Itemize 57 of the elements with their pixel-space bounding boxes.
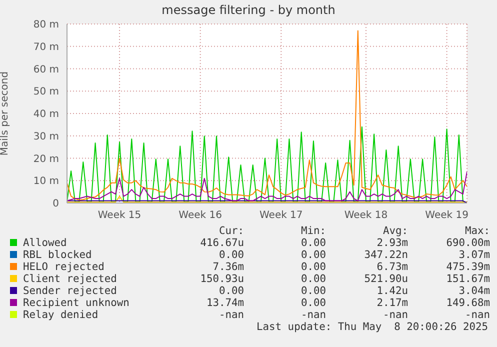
text: Avg: — [382, 225, 408, 237]
text: 475.39m — [445, 261, 490, 273]
x-tick-label: Week 16 — [178, 210, 222, 222]
y-tick-label: 80 m — [33, 20, 59, 31]
text: 6.73m — [376, 261, 408, 273]
x-tick-label: Week 17 — [259, 210, 303, 222]
line-series — [67, 30, 467, 201]
text: -nan — [300, 309, 326, 321]
text: 3.04m — [458, 285, 490, 297]
text: 3.07m — [458, 249, 490, 261]
text: -nan — [218, 309, 244, 321]
chart-title: message filtering - by month — [160, 3, 336, 17]
text: 151.67m — [445, 273, 490, 285]
text: 690.00m — [445, 237, 490, 249]
legend-label: Sender rejected — [22, 285, 118, 297]
text: 347.22n — [363, 249, 408, 261]
y-tick-label: 0 — [52, 198, 59, 210]
legend-label: Client rejected — [22, 273, 118, 285]
y-tick-label: 50 m — [33, 86, 59, 98]
legend-label: Relay denied — [22, 309, 100, 321]
y-tick-label: 40 m — [33, 109, 59, 120]
text: 1.42u — [376, 285, 408, 297]
x-tick-label: Week 15 — [98, 210, 142, 222]
text: -nan — [464, 309, 490, 321]
text: 0.00 — [218, 249, 244, 261]
text: 0.00 — [300, 237, 326, 249]
y-tick-label: 20 m — [33, 154, 59, 165]
y-tick-label: 10 m — [33, 176, 59, 188]
text: 2.17m — [376, 297, 408, 309]
text: 0.00 — [300, 285, 326, 297]
text: Max: — [464, 225, 490, 237]
legend-label: Allowed — [22, 237, 68, 249]
text: Min: — [300, 225, 326, 237]
text: 150.93u — [199, 273, 244, 285]
text: 0.00 — [300, 297, 326, 309]
x-tick-label: Week 19 — [425, 210, 468, 222]
text: 521.90u — [363, 273, 408, 285]
text: 0.00 — [300, 273, 326, 285]
text: 0.00 — [300, 249, 326, 261]
text: Last update: Thu May 8 20:00:26 2025 — [256, 321, 488, 333]
text: -nan — [382, 309, 408, 321]
y-tick-label: 70 m — [33, 42, 59, 53]
text: Cur: — [218, 225, 244, 237]
legend-label: Recipient unknown — [22, 297, 130, 309]
text: 0.00 — [218, 285, 244, 297]
y-axis-title: Mails per second — [0, 71, 11, 156]
text: 416.67u — [199, 237, 244, 249]
y-tick-label: 30 m — [33, 131, 59, 142]
text: 7.36m — [212, 261, 244, 273]
y-tick-label: 60 m — [33, 64, 59, 76]
legend-label: RBL blocked — [22, 249, 93, 261]
text: 13.74m — [205, 297, 244, 309]
text: 2.93m — [376, 237, 408, 249]
text: 149.68m — [445, 297, 490, 309]
legend-label: HELO rejected — [22, 261, 106, 273]
text: 0.00 — [300, 261, 326, 273]
x-tick-label: Week 18 — [344, 210, 388, 222]
